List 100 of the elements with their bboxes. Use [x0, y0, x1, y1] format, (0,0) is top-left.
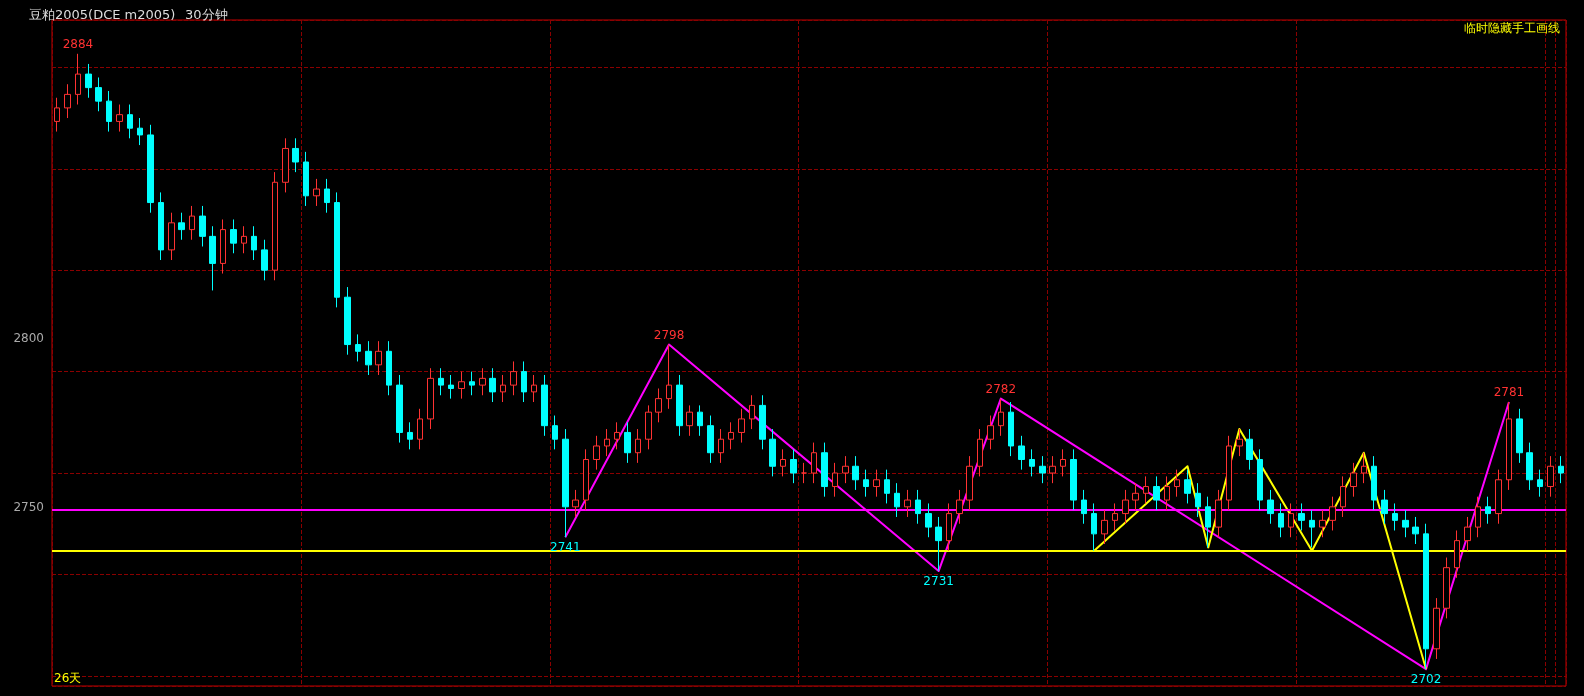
candlestick — [1060, 448, 1066, 477]
candlestick — [127, 104, 133, 139]
candlestick — [272, 171, 278, 281]
candlestick — [407, 421, 413, 450]
candlestick — [158, 191, 164, 261]
candlestick — [417, 408, 423, 450]
candlestick — [355, 333, 361, 362]
candlestick — [489, 367, 496, 403]
candlestick — [375, 340, 382, 376]
candlestick — [1246, 428, 1253, 471]
candlestick — [655, 388, 662, 423]
candlestick — [863, 469, 869, 498]
candlestick — [1495, 469, 1502, 525]
candlestick — [448, 374, 454, 400]
candlestick — [1081, 489, 1087, 525]
candlestick — [935, 516, 942, 572]
candlestick — [168, 212, 175, 261]
candlestick — [54, 97, 60, 133]
candlestick — [1464, 516, 1471, 552]
candlestick — [842, 455, 849, 484]
candlestick — [614, 421, 620, 450]
candlestick — [1381, 489, 1388, 525]
candlestick — [1164, 475, 1170, 511]
candlestick — [904, 489, 911, 518]
annotation: 2731 — [923, 574, 954, 589]
candlestick — [645, 404, 652, 450]
candlestick — [1371, 455, 1377, 511]
candlestick — [635, 428, 641, 464]
candlestick — [324, 178, 330, 214]
candlestick — [925, 502, 932, 538]
candlestick — [1361, 452, 1367, 484]
annotation: 2702 — [1410, 672, 1442, 687]
candlestick — [1392, 502, 1398, 531]
annotation: 2781 — [1493, 385, 1525, 400]
candlestick — [686, 404, 693, 437]
candlestick — [624, 421, 631, 464]
candlestick — [676, 374, 683, 437]
candlestick — [1558, 455, 1564, 484]
candlestick — [386, 340, 392, 396]
y-tick-label: 2750 — [13, 499, 44, 514]
candlestick — [718, 428, 724, 464]
candlestick — [292, 137, 299, 173]
candlestick — [1350, 462, 1357, 498]
candlestick — [593, 435, 600, 471]
candlestick — [987, 415, 994, 450]
candlestick — [572, 489, 579, 518]
candlestick — [1475, 496, 1481, 538]
candlestick — [220, 218, 226, 275]
candlestick — [1443, 557, 1450, 619]
candlestick — [1195, 482, 1201, 518]
candlestick — [1485, 496, 1491, 525]
candlestick — [1236, 428, 1243, 457]
candlestick — [427, 367, 434, 430]
candlestick — [1402, 509, 1409, 538]
candlestick — [956, 489, 963, 525]
annotation: 2798 — [653, 327, 685, 342]
candlestick — [894, 482, 900, 518]
candlestick — [1288, 502, 1294, 538]
candlestick — [1537, 469, 1543, 498]
candlestick — [1091, 502, 1097, 552]
candlestick — [583, 448, 589, 511]
candlestick — [801, 462, 807, 484]
candlestick — [365, 340, 372, 376]
candlestick — [116, 104, 123, 133]
candlestick — [1018, 435, 1025, 471]
candlestick — [811, 442, 817, 484]
annotation: 26天 — [54, 671, 82, 685]
candlestick — [64, 83, 71, 119]
candlestick — [769, 428, 776, 477]
candlestick — [821, 442, 828, 498]
chart-subtitle: 30分钟 — [185, 7, 228, 22]
candlestick — [998, 398, 1004, 437]
candlestick — [241, 225, 247, 254]
candlestick — [282, 137, 289, 193]
candlestick — [500, 374, 506, 403]
candlestick — [666, 344, 672, 410]
candlestick — [1070, 448, 1077, 511]
annotation: 2884 — [62, 36, 94, 51]
candlestick — [562, 428, 569, 538]
candlestick — [1526, 442, 1533, 491]
candlestick — [1319, 509, 1326, 538]
candlestick — [1101, 509, 1108, 545]
candlestick — [344, 286, 351, 356]
candlestick — [884, 469, 890, 504]
candlestick — [1132, 482, 1139, 511]
candlestick — [1547, 455, 1554, 498]
candlestick — [738, 408, 745, 444]
candlestick — [251, 225, 257, 261]
candlestick — [1153, 475, 1160, 511]
candlestick — [479, 367, 486, 396]
candlestick — [85, 63, 92, 99]
candlestick — [1329, 496, 1336, 531]
candlestick — [137, 117, 143, 146]
candlestick — [1267, 489, 1274, 525]
candlestick — [728, 421, 734, 450]
candlestick — [1143, 475, 1149, 504]
candlestick — [261, 239, 268, 281]
chart-title: 豆粕2005(DCE m2005) — [29, 7, 176, 22]
candlestick — [1174, 469, 1180, 498]
candlestick — [790, 448, 797, 484]
